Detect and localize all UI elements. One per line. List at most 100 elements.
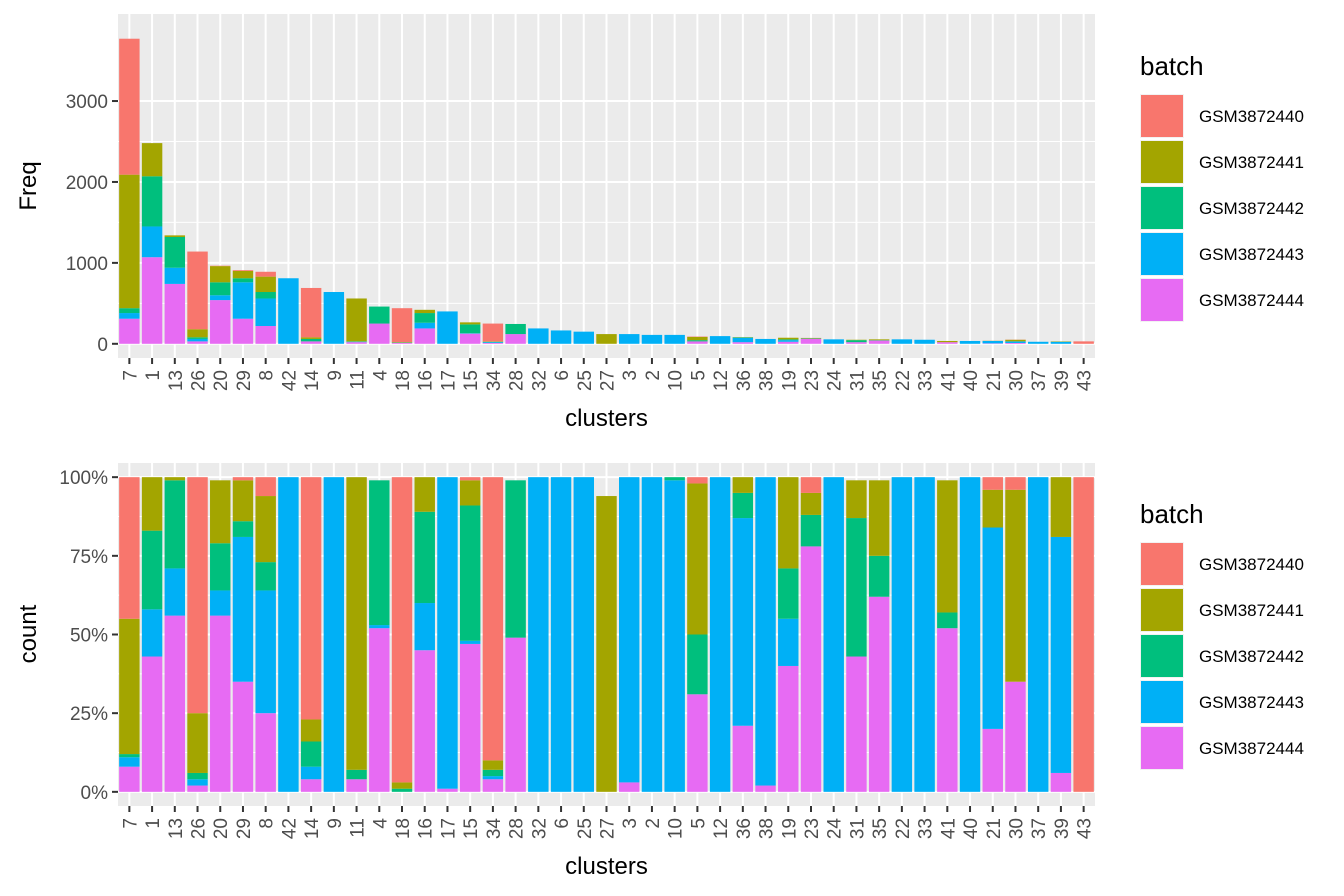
bar-segment-15-GSM3872442 bbox=[459, 324, 481, 334]
x-tick-label: 32 bbox=[529, 818, 550, 839]
bar-segment-23-GSM3872442 bbox=[800, 514, 822, 547]
bar-segment-8-GSM3872442 bbox=[255, 562, 276, 591]
chart-panel-2: 0%25%50%75%100%7 1 13 26 20 29 8 42 14 9 11 4 18 16 17… bbox=[15, 463, 1304, 880]
bar-segment-13-GSM3872441 bbox=[164, 477, 186, 481]
bar-segment-14-GSM3872441 bbox=[300, 337, 322, 339]
bar-segment-36-GSM3872444 bbox=[732, 725, 754, 792]
legend-label: GSM3872444 bbox=[1199, 291, 1304, 310]
x-tick-label: 30 bbox=[1006, 370, 1027, 391]
x-tick-label: 37 bbox=[1029, 370, 1050, 391]
bar-segment-1-GSM3872443 bbox=[141, 609, 163, 657]
bar-segment-27-GSM3872441 bbox=[596, 496, 617, 792]
x-tick-label: 38 bbox=[757, 818, 778, 839]
legend-label: GSM3872443 bbox=[1199, 693, 1304, 712]
bar-segment-19-GSM3872443 bbox=[778, 340, 799, 342]
bar-segment-23-GSM3872440 bbox=[800, 477, 822, 493]
bar-segment-43-GSM3872440 bbox=[1073, 477, 1094, 792]
y-tick-label: 0 bbox=[97, 335, 108, 356]
bar-segment-25-GSM3872443 bbox=[573, 477, 595, 792]
bar-segment-29-GSM3872440 bbox=[232, 270, 254, 271]
bar-segment-4-GSM3872444 bbox=[369, 628, 390, 792]
bar-segment-18-GSM3872444 bbox=[391, 342, 413, 344]
bar-segment-13-GSM3872444 bbox=[164, 615, 186, 792]
x-tick-label: 17 bbox=[438, 370, 459, 391]
x-tick-label: 9 bbox=[325, 370, 346, 381]
x-tick-label: 3 bbox=[620, 818, 641, 829]
bar-segment-33-GSM3872443 bbox=[914, 339, 935, 344]
bar-segment-30-GSM3872444 bbox=[1005, 342, 1026, 344]
bar-segment-5-GSM3872440 bbox=[687, 477, 708, 484]
x-tick-label: 20 bbox=[211, 818, 232, 839]
x-tick-label: 4 bbox=[370, 818, 391, 829]
y-tick-label: 100% bbox=[59, 468, 108, 489]
x-tick-label: 36 bbox=[734, 370, 755, 391]
bar-segment-15-GSM3872440 bbox=[459, 477, 481, 481]
x-tick-label: 27 bbox=[598, 370, 619, 391]
bar-segment-8-GSM3872440 bbox=[255, 271, 276, 277]
bar-segment-35-GSM3872441 bbox=[868, 480, 890, 556]
bar-segment-3-GSM3872443 bbox=[618, 477, 640, 783]
bar-segment-28-GSM3872442 bbox=[505, 323, 526, 335]
bar-segment-10-GSM3872443 bbox=[664, 480, 685, 792]
x-tick-label: 12 bbox=[711, 818, 732, 839]
bar-segment-12-GSM3872443 bbox=[709, 477, 731, 792]
bar-segment-21-GSM3872443 bbox=[982, 340, 1003, 344]
bar-segment-16-GSM3872442 bbox=[414, 511, 435, 604]
bar-segment-8-GSM3872444 bbox=[255, 325, 276, 344]
bar-segment-7-GSM3872442 bbox=[119, 308, 140, 314]
x-tick-label: 10 bbox=[666, 370, 687, 391]
bar-segment-20-GSM3872443 bbox=[210, 295, 231, 301]
legend-label: GSM3872441 bbox=[1199, 153, 1304, 172]
bar-segment-37-GSM3872443 bbox=[1027, 477, 1049, 792]
x-tick-label: 41 bbox=[938, 818, 959, 839]
bar-segment-14-GSM3872444 bbox=[300, 779, 322, 792]
bar-segment-2-GSM3872443 bbox=[641, 334, 663, 344]
legend-label: GSM3872442 bbox=[1199, 199, 1304, 218]
y-axis-title: count bbox=[15, 604, 42, 663]
bar-segment-4-GSM3872442 bbox=[369, 306, 390, 324]
x-tick-label: 25 bbox=[575, 818, 596, 839]
bar-segment-41-GSM3872444 bbox=[937, 342, 958, 344]
x-tick-label: 7 bbox=[120, 370, 141, 381]
bar-segment-22-GSM3872443 bbox=[891, 477, 913, 792]
bar-segment-6-GSM3872443 bbox=[550, 477, 572, 792]
bar-segment-11-GSM3872444 bbox=[346, 779, 367, 792]
bar-segment-4-GSM3872444 bbox=[369, 323, 390, 344]
bar-segment-7-GSM3872443 bbox=[119, 313, 140, 319]
bar-segment-26-GSM3872442 bbox=[187, 772, 208, 780]
bar-segment-11-GSM3872442 bbox=[346, 769, 367, 780]
x-tick-label: 5 bbox=[688, 370, 709, 381]
bar-segment-22-GSM3872443 bbox=[891, 339, 913, 344]
x-tick-label: 23 bbox=[802, 370, 823, 391]
bar-segment-43-GSM3872440 bbox=[1073, 341, 1094, 344]
x-tick-label: 20 bbox=[211, 370, 232, 391]
bar-segment-26-GSM3872444 bbox=[187, 785, 208, 792]
x-tick-label: 18 bbox=[393, 370, 414, 391]
legend-swatch-GSM3872442 bbox=[1141, 187, 1183, 229]
bar-segment-29-GSM3872440 bbox=[232, 477, 254, 481]
x-tick-label: 5 bbox=[688, 818, 709, 829]
x-axis-title: clusters bbox=[565, 405, 648, 432]
bar-segment-21-GSM3872444 bbox=[982, 728, 1003, 792]
x-tick-label: 22 bbox=[893, 818, 914, 839]
bar-segment-20-GSM3872443 bbox=[210, 590, 231, 616]
bar-segment-31-GSM3872444 bbox=[846, 656, 867, 792]
bar-segment-30-GSM3872441 bbox=[1005, 339, 1026, 342]
bar-segment-41-GSM3872441 bbox=[937, 480, 958, 613]
legend-swatch-GSM3872440 bbox=[1141, 543, 1183, 585]
bar-segment-19-GSM3872442 bbox=[778, 568, 799, 619]
bar-segment-29-GSM3872444 bbox=[232, 318, 254, 344]
x-tick-label: 40 bbox=[961, 370, 982, 391]
bar-segment-38-GSM3872443 bbox=[755, 477, 776, 786]
bar-segment-19-GSM3872444 bbox=[778, 341, 799, 344]
x-tick-label: 27 bbox=[598, 818, 619, 839]
x-tick-label: 16 bbox=[416, 818, 437, 839]
x-tick-label: 14 bbox=[302, 370, 323, 392]
y-tick-label: 2000 bbox=[66, 173, 108, 194]
bar-segment-15-GSM3872442 bbox=[459, 505, 481, 641]
bar-segment-5-GSM3872444 bbox=[687, 341, 708, 344]
x-tick-label: 3 bbox=[620, 370, 641, 381]
legend-swatch-GSM3872442 bbox=[1141, 635, 1183, 677]
legend-label: GSM3872442 bbox=[1199, 647, 1304, 666]
bar-segment-38-GSM3872444 bbox=[755, 785, 776, 792]
